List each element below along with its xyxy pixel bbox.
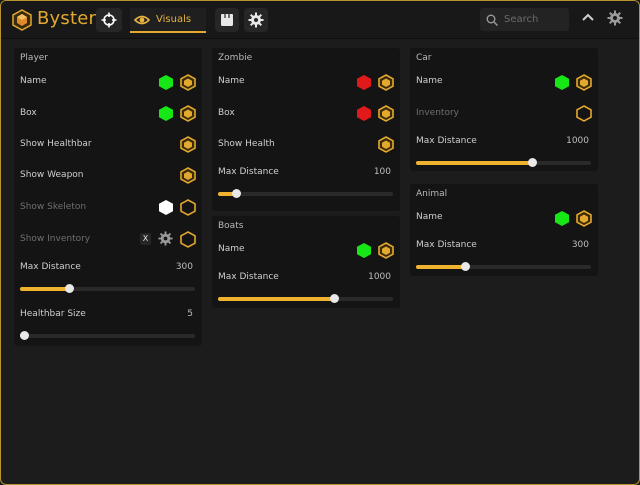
- player-healthbar-size-value: 5: [187, 309, 193, 319]
- car-inventory-label: Inventory: [416, 108, 459, 118]
- boats-name-color-swatch[interactable]: [356, 242, 372, 259]
- zombie-box-color-swatch[interactable]: [356, 105, 372, 122]
- player-healthbar-size-slider[interactable]: [19, 331, 195, 340]
- slider-knob[interactable]: [461, 262, 470, 271]
- player-name-color-swatch[interactable]: [158, 74, 174, 91]
- boats-name-label: Name: [218, 244, 245, 254]
- search-placeholder: Search: [504, 14, 539, 25]
- zombie-health-toggle-hex[interactable]: [378, 136, 394, 153]
- zombie-name-color-swatch[interactable]: [356, 74, 372, 91]
- zombie-name-label: Name: [218, 76, 245, 86]
- zombie-panel: Zombie Name Box Show Health Max Distance…: [212, 48, 400, 211]
- zombie-box-label: Box: [218, 108, 235, 118]
- player-show-healthbar-label: Show Healthbar: [20, 139, 92, 149]
- car-name-label: Name: [416, 76, 443, 86]
- animal-max-distance-value: 300: [571, 240, 589, 250]
- animal-name-toggle-hex[interactable]: [576, 210, 592, 227]
- player-skeleton-toggle-hex[interactable]: [180, 199, 196, 216]
- aim-tab[interactable]: [96, 8, 122, 32]
- slider-knob[interactable]: [329, 294, 339, 303]
- gear-icon: [248, 12, 264, 28]
- boats-name-toggle-hex[interactable]: [378, 242, 394, 259]
- misc-tab[interactable]: [215, 8, 239, 32]
- player-show-skeleton-label: Show Skeleton: [20, 202, 87, 212]
- top-bar: Byster Visuals: [1, 1, 639, 39]
- slider-fill: [20, 287, 69, 291]
- zombie-box-toggle-hex[interactable]: [378, 105, 394, 122]
- zombie-max-distance-slider[interactable]: [218, 189, 393, 198]
- player-name-toggle-hex[interactable]: [180, 74, 196, 91]
- player-box-label: Box: [20, 108, 37, 118]
- car-max-distance-label: Max Distance: [416, 136, 477, 146]
- boats-title: Boats: [218, 221, 244, 231]
- eye-icon: [134, 15, 150, 24]
- player-healthbar-toggle-hex[interactable]: [180, 136, 196, 153]
- slider-knob[interactable]: [65, 284, 74, 293]
- player-name-label: Name: [20, 76, 47, 86]
- player-weapon-toggle-hex[interactable]: [180, 167, 196, 184]
- animal-max-distance-slider[interactable]: [416, 262, 591, 271]
- player-show-weapon-label: Show Weapon: [20, 170, 84, 180]
- settings-gear-icon[interactable]: [607, 10, 623, 26]
- zombie-show-health-label: Show Health: [218, 139, 275, 149]
- car-inventory-toggle-hex[interactable]: [576, 105, 592, 122]
- slider-fill: [416, 265, 465, 269]
- tab-visuals-label: Visuals: [156, 14, 192, 25]
- logo-icon: [12, 9, 32, 31]
- zombie-max-distance-label: Max Distance: [218, 167, 279, 177]
- player-inventory-gear-icon[interactable]: [158, 231, 173, 246]
- boats-max-distance-slider[interactable]: [218, 294, 393, 303]
- slider-knob[interactable]: [231, 189, 241, 198]
- player-box-color-swatch[interactable]: [158, 105, 174, 122]
- zombie-name-toggle-hex[interactable]: [378, 74, 394, 91]
- animal-title: Animal: [416, 189, 448, 199]
- car-name-toggle-hex[interactable]: [576, 74, 592, 91]
- zombie-title: Zombie: [218, 53, 253, 63]
- player-inventory-key-badge[interactable]: X: [140, 233, 151, 245]
- settings-tab[interactable]: [244, 8, 268, 32]
- zombie-max-distance-value: 100: [373, 167, 391, 177]
- app-title: Byster: [37, 8, 97, 29]
- player-title: Player: [20, 53, 49, 63]
- animal-max-distance-label: Max Distance: [416, 240, 477, 250]
- player-healthbar-size-label: Healthbar Size: [20, 309, 86, 319]
- player-panel: Player Name Box Show Healthbar Show Weap…: [14, 48, 202, 346]
- player-box-toggle-hex[interactable]: [180, 105, 196, 122]
- tab-visuals[interactable]: Visuals: [130, 8, 206, 33]
- car-name-color-swatch[interactable]: [554, 74, 570, 91]
- chevron-up-icon[interactable]: [581, 12, 595, 22]
- player-max-distance-label: Max Distance: [20, 262, 81, 272]
- package-icon: [221, 14, 233, 26]
- animal-panel: Animal Name Max Distance 300: [410, 184, 598, 276]
- player-max-distance-value: 300: [175, 262, 193, 272]
- car-title: Car: [416, 53, 432, 63]
- boats-max-distance-label: Max Distance: [218, 272, 279, 282]
- slider-fill: [218, 297, 334, 301]
- player-inventory-toggle-hex[interactable]: [180, 231, 196, 248]
- animal-name-label: Name: [416, 212, 443, 222]
- boats-panel: Boats Name Max Distance 1000: [212, 216, 400, 308]
- car-max-distance-value: 1000: [566, 136, 589, 146]
- slider-fill: [416, 161, 532, 165]
- search-input[interactable]: Search: [480, 8, 569, 31]
- player-skeleton-color-swatch[interactable]: [158, 199, 174, 216]
- car-panel: Car Name Inventory Max Distance 1000: [410, 48, 598, 171]
- slider-fill: [218, 192, 236, 196]
- player-show-inventory-label: Show Inventory: [20, 234, 91, 244]
- slider-knob[interactable]: [527, 158, 537, 167]
- car-max-distance-slider[interactable]: [416, 158, 591, 167]
- slider-knob[interactable]: [19, 331, 29, 340]
- search-icon: [486, 14, 498, 26]
- crosshair-icon: [101, 12, 117, 28]
- player-max-distance-slider[interactable]: [20, 284, 195, 293]
- animal-name-color-swatch[interactable]: [554, 210, 570, 227]
- boats-max-distance-value: 1000: [368, 272, 391, 282]
